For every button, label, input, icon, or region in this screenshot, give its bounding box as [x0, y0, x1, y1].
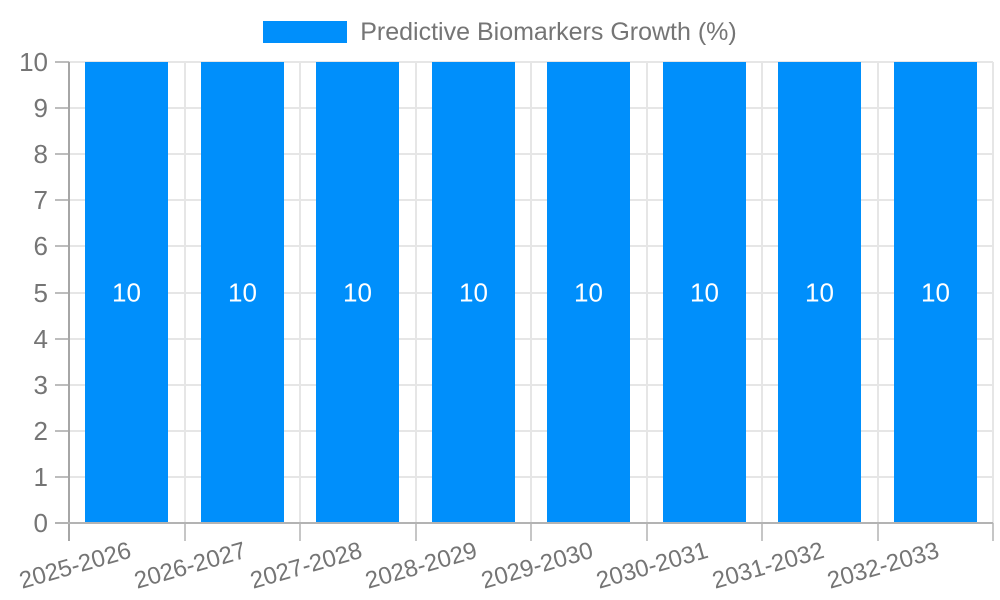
x-axis-tick: [646, 523, 648, 541]
y-axis-tick: [55, 245, 69, 247]
legend[interactable]: Predictive Biomarkers Growth (%): [0, 17, 1000, 46]
bar[interactable]: 10: [894, 62, 977, 523]
bar-value-label: 10: [228, 277, 257, 307]
y-axis-label: 5: [33, 278, 48, 308]
y-axis-label: 4: [33, 324, 48, 354]
y-axis-label: 10: [19, 47, 48, 77]
y-axis-tick: [55, 199, 69, 201]
x-axis-tick: [299, 523, 301, 541]
y-axis-label: 6: [33, 231, 48, 261]
y-axis-tick: [55, 338, 69, 340]
x-gridline: [877, 62, 879, 523]
y-axis-label: 7: [33, 185, 48, 215]
y-axis-tick: [55, 476, 69, 478]
x-gridline: [184, 62, 186, 523]
x-gridline: [415, 62, 417, 523]
bar-value-label: 10: [112, 277, 141, 307]
legend-swatch: [263, 21, 348, 43]
y-axis-tick: [55, 153, 69, 155]
x-axis-tick: [184, 523, 186, 541]
x-gridline: [992, 62, 994, 523]
bar-value-label: 10: [805, 277, 834, 307]
bar[interactable]: 10: [547, 62, 630, 523]
x-axis-tick: [992, 523, 994, 541]
x-axis-tick: [761, 523, 763, 541]
bar[interactable]: 10: [778, 62, 861, 523]
x-axis-baseline: [55, 522, 993, 524]
y-axis-tick: [55, 384, 69, 386]
x-gridline: [761, 62, 763, 523]
y-axis-tick: [55, 61, 69, 63]
bar-value-label: 10: [574, 277, 603, 307]
bar[interactable]: 10: [432, 62, 515, 523]
bar-value-label: 10: [921, 277, 950, 307]
bar[interactable]: 10: [316, 62, 399, 523]
bar-value-label: 10: [690, 277, 719, 307]
y-axis-label: 3: [33, 370, 48, 400]
y-axis-tick: [55, 292, 69, 294]
y-axis-label: 2: [33, 416, 48, 446]
x-gridline: [299, 62, 301, 523]
bar[interactable]: 10: [85, 62, 168, 523]
y-axis-label: 8: [33, 139, 48, 169]
y-axis-line: [68, 62, 70, 541]
y-axis-label: 0: [33, 508, 48, 538]
x-gridline: [646, 62, 648, 523]
y-axis-tick: [55, 107, 69, 109]
legend-label: Predictive Biomarkers Growth (%): [360, 17, 737, 46]
x-axis-tick: [415, 523, 417, 541]
bar-value-label: 10: [459, 277, 488, 307]
y-axis-label: 1: [33, 462, 48, 492]
y-axis-tick: [55, 430, 69, 432]
y-axis-label: 9: [33, 93, 48, 123]
bar[interactable]: 10: [201, 62, 284, 523]
bar-value-label: 10: [343, 277, 372, 307]
bar[interactable]: 10: [663, 62, 746, 523]
x-axis-tick: [530, 523, 532, 541]
x-gridline: [530, 62, 532, 523]
x-axis-tick: [877, 523, 879, 541]
